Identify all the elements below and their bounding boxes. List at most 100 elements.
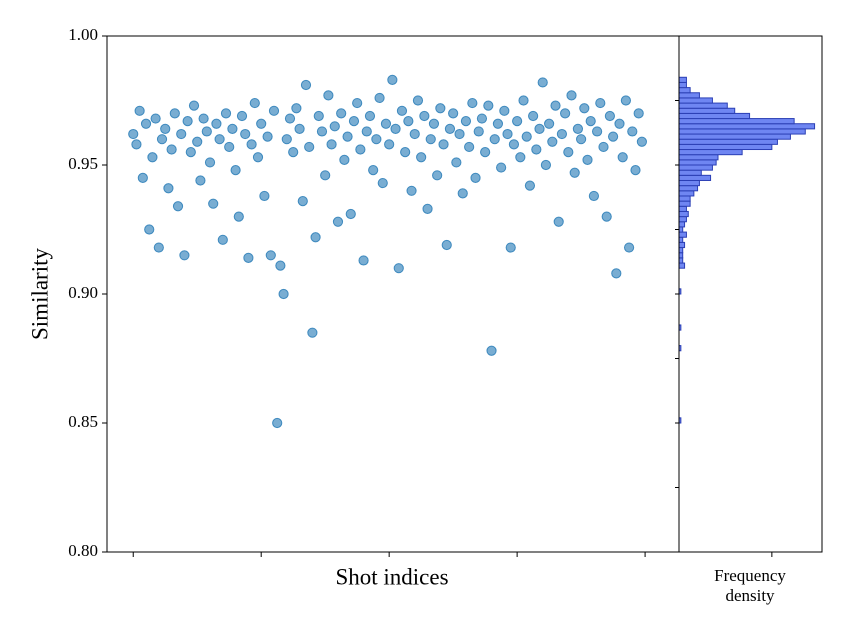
point — [342, 131, 353, 142]
point — [611, 268, 622, 279]
point — [128, 128, 139, 140]
point — [211, 118, 222, 129]
point — [156, 134, 168, 145]
point — [422, 203, 433, 214]
point — [393, 263, 404, 274]
point — [294, 123, 305, 134]
point — [412, 95, 424, 106]
point — [633, 108, 644, 119]
y-tick-label: 0.95 — [68, 154, 98, 173]
point — [163, 183, 174, 194]
point — [620, 95, 631, 106]
point — [572, 123, 584, 134]
point — [582, 154, 593, 165]
point — [470, 172, 481, 183]
point — [201, 126, 212, 137]
point — [137, 172, 148, 183]
point — [214, 134, 225, 145]
point — [249, 97, 260, 109]
point — [297, 196, 308, 207]
point — [275, 260, 286, 271]
point — [566, 90, 577, 101]
y-tick-label: 0.80 — [68, 541, 98, 560]
histogram-bar — [678, 169, 702, 176]
point — [208, 198, 219, 209]
point — [176, 128, 187, 140]
histogram-bar — [678, 118, 795, 125]
point — [483, 100, 494, 111]
point — [150, 113, 161, 124]
histogram-bar — [678, 236, 684, 243]
point — [140, 118, 152, 129]
point — [153, 242, 164, 253]
point — [336, 108, 347, 119]
y-axis-label: Similarity — [27, 248, 52, 341]
point — [326, 139, 337, 150]
point — [396, 105, 408, 116]
point — [579, 103, 590, 114]
point — [224, 141, 235, 153]
point — [134, 105, 145, 116]
histogram-bar — [678, 133, 791, 140]
point — [512, 116, 523, 127]
point — [265, 250, 276, 261]
point — [310, 232, 321, 243]
point — [348, 116, 360, 127]
point — [419, 110, 430, 122]
histogram-bar — [678, 174, 712, 181]
point — [576, 134, 587, 145]
histogram-bar — [678, 128, 806, 135]
point — [457, 188, 468, 199]
point — [329, 121, 340, 132]
point — [435, 103, 446, 114]
point — [505, 242, 516, 253]
point — [409, 128, 420, 140]
point — [361, 126, 372, 137]
point — [607, 131, 619, 142]
histogram-bar — [678, 257, 684, 264]
point — [144, 224, 155, 235]
point — [595, 97, 606, 109]
point — [230, 165, 241, 176]
point — [182, 116, 193, 127]
y-tick-label: 0.85 — [68, 412, 98, 431]
point — [451, 157, 462, 168]
point — [332, 216, 344, 227]
histogram-bar — [678, 190, 695, 197]
point — [416, 152, 427, 163]
histogram-bar — [678, 262, 686, 269]
point — [556, 128, 568, 140]
x-axis-label: Shot indices — [335, 564, 448, 589]
point — [432, 170, 443, 181]
point — [233, 211, 244, 222]
histogram-bar — [678, 185, 699, 192]
histogram-bar — [678, 210, 689, 218]
point — [508, 139, 520, 150]
point — [217, 234, 228, 245]
histogram-bar — [678, 154, 719, 161]
histogram-bar — [678, 252, 684, 259]
point — [160, 123, 171, 134]
point — [304, 141, 315, 153]
point — [486, 345, 497, 356]
point — [518, 95, 529, 106]
histogram-bar — [678, 195, 691, 202]
histogram-bar — [678, 216, 687, 223]
point — [585, 116, 596, 127]
point — [400, 147, 411, 158]
point — [262, 131, 273, 142]
point — [464, 141, 475, 153]
point — [553, 216, 564, 227]
point — [441, 239, 452, 251]
point — [278, 288, 289, 300]
point — [406, 185, 417, 196]
point — [358, 255, 369, 266]
point — [627, 126, 638, 137]
histogram-bar — [678, 231, 687, 238]
point — [345, 208, 356, 220]
point — [534, 123, 545, 134]
axes-frame — [678, 35, 823, 553]
point — [236, 110, 248, 122]
